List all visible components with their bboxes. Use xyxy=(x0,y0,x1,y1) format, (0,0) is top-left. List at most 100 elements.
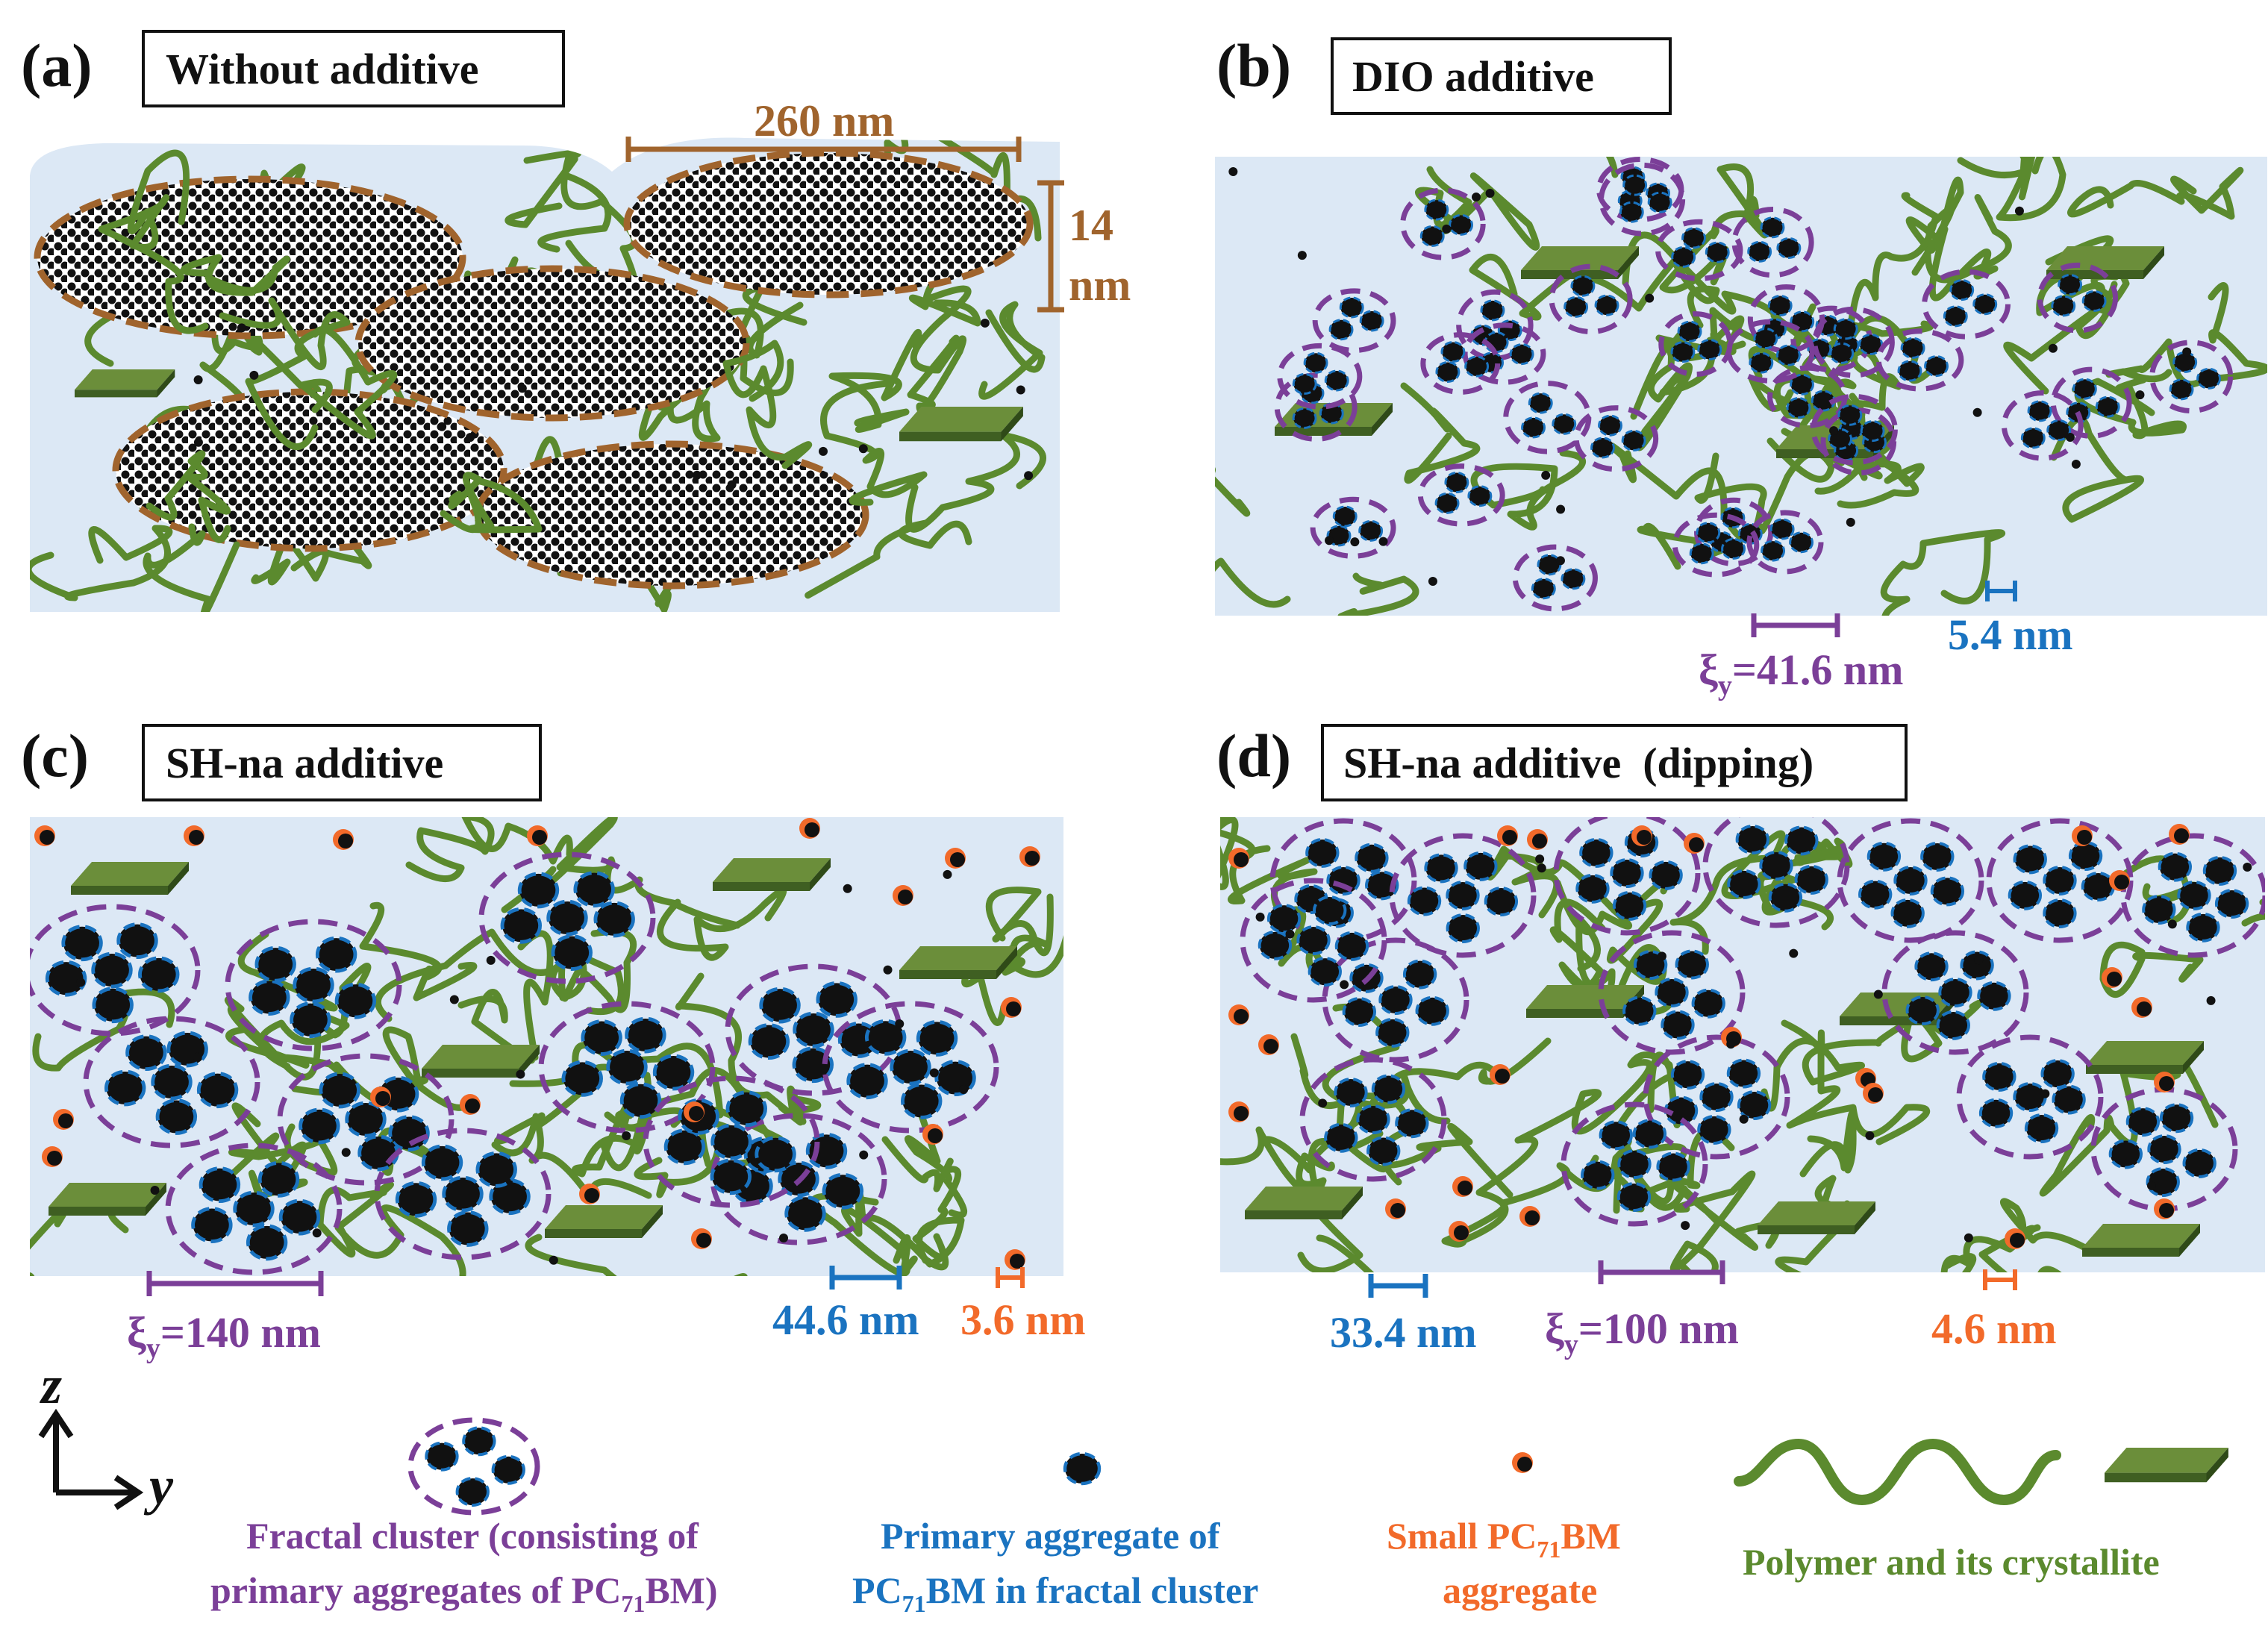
polymer-chain xyxy=(1957,157,2066,222)
primary-aggregate xyxy=(619,1082,662,1119)
free-molecule xyxy=(549,1255,558,1265)
primary-aggregate xyxy=(334,982,377,1019)
primary-aggregate xyxy=(1415,995,1449,1026)
free-molecule xyxy=(1350,537,1360,547)
primary-aggregate xyxy=(1407,886,1442,916)
primary-aggregate xyxy=(2072,378,2097,400)
primary-aggregate xyxy=(1972,293,1998,316)
fractal-cluster xyxy=(1456,289,1534,361)
crystallite-edge xyxy=(1855,1201,1875,1234)
primary-aggregate xyxy=(388,1115,430,1151)
legend: Fractal cluster (consisting of primary a… xyxy=(210,1417,2228,1617)
primary-aggregate xyxy=(315,936,357,973)
panel-b-free-molecules xyxy=(1228,167,2192,587)
crystallite xyxy=(1521,246,1639,270)
free-molecule xyxy=(2182,347,2192,357)
primary-aggregate xyxy=(1463,851,1498,881)
crystallite-edge xyxy=(1618,246,1639,279)
primary-aggregate xyxy=(1860,420,1885,443)
polymer-chain xyxy=(1781,1019,1931,1145)
crystallite xyxy=(2082,1224,2200,1248)
primary-aggregate xyxy=(1977,981,2011,1011)
primary-aggregate xyxy=(125,1034,167,1072)
crystallite-edge xyxy=(146,1183,166,1216)
crystallite-edge xyxy=(642,1205,663,1238)
fractal-cluster xyxy=(710,1113,887,1245)
label-b-primary: 5.4 nm xyxy=(1948,610,2073,659)
fractal-cluster xyxy=(1573,405,1659,472)
polymer-chain xyxy=(656,887,787,961)
panel-d xyxy=(1220,817,2265,1298)
free-molecule xyxy=(517,384,527,393)
primary-aggregate xyxy=(489,1178,531,1216)
legend-polymer-text: Polymer and its crystallite xyxy=(1743,1541,2160,1583)
polymer-chain xyxy=(810,1190,965,1276)
primary-aggregate xyxy=(846,1063,888,1100)
free-molecule xyxy=(1974,955,1984,965)
panel-a-title-box xyxy=(142,30,565,107)
free-molecule xyxy=(2206,995,2216,1005)
primary-aggregate xyxy=(748,1023,790,1060)
primary-aggregate xyxy=(805,1132,848,1169)
crystallite xyxy=(49,1183,166,1207)
primary-aggregate xyxy=(254,945,296,983)
primary-aggregate xyxy=(1768,882,1803,913)
small-aggregate-core xyxy=(1010,1254,1025,1269)
fractal-cluster xyxy=(1274,372,1358,442)
panel-d-xi-scale xyxy=(1598,1260,1725,1284)
free-molecule xyxy=(1255,912,1265,922)
primary-aggregate xyxy=(1769,518,1795,540)
panel-c-title: SH-na additive xyxy=(166,739,443,787)
primary-aggregate xyxy=(1434,492,1460,514)
primary-aggregate xyxy=(1833,318,1858,340)
primary-aggregate xyxy=(151,1063,193,1101)
primary-aggregate xyxy=(2146,1166,2180,1197)
panel-c-letter: (c) xyxy=(21,722,89,790)
primary-aggregate xyxy=(442,1175,484,1213)
fractal-cluster xyxy=(30,904,201,1037)
small-aggregate-core xyxy=(689,1106,704,1121)
free-molecule xyxy=(943,869,952,879)
primary-aggregate xyxy=(1484,887,1519,917)
fractal-cluster xyxy=(2001,390,2084,461)
polymer-chain xyxy=(1799,1110,1857,1178)
small-aggregate-core xyxy=(2137,1001,2152,1016)
primary-aggregate xyxy=(1358,519,1384,542)
primary-aggregate xyxy=(196,1072,239,1109)
free-molecule xyxy=(779,1234,788,1243)
crystallite-side xyxy=(422,1069,519,1078)
small-aggregate-core xyxy=(2159,1076,2174,1091)
fractal-cluster xyxy=(1837,818,1984,943)
panel-b-primary-scale xyxy=(1985,581,2017,601)
primary-aggregate xyxy=(2196,367,2222,390)
free-molecule xyxy=(843,884,852,893)
primary-aggregate xyxy=(1435,360,1461,383)
primary-aggregate xyxy=(1761,540,1786,562)
fractal-cluster xyxy=(1956,1034,2104,1160)
polymer-chain xyxy=(32,988,175,1072)
small-aggregate-core xyxy=(1868,1087,1883,1102)
primary-aggregate xyxy=(1616,1182,1652,1212)
primary-aggregate xyxy=(1563,296,1589,318)
free-molecule xyxy=(692,470,702,480)
panel-d-crystallites xyxy=(1245,985,2204,1257)
polymer-chain xyxy=(180,254,290,296)
primary-aggregate xyxy=(816,981,857,1018)
polymer-chain xyxy=(1669,1170,1756,1272)
primary-aggregate xyxy=(1699,1082,1734,1112)
primary-aggregate xyxy=(1449,213,1474,236)
free-molecule xyxy=(2146,1181,2156,1190)
polymer-chain xyxy=(805,519,972,599)
crystallite xyxy=(545,1205,663,1229)
primary-aggregate xyxy=(1753,328,1778,350)
small-aggregate-core xyxy=(47,1151,62,1166)
label-d-small: 4.6 nm xyxy=(1931,1304,2057,1353)
primary-aggregate xyxy=(725,1090,768,1128)
primary-aggregate xyxy=(1366,1136,1401,1166)
crystallite-side xyxy=(75,390,157,398)
free-molecule xyxy=(819,446,828,456)
free-molecule xyxy=(193,375,203,384)
primary-aggregate xyxy=(1893,866,1928,895)
free-molecule xyxy=(466,433,475,443)
